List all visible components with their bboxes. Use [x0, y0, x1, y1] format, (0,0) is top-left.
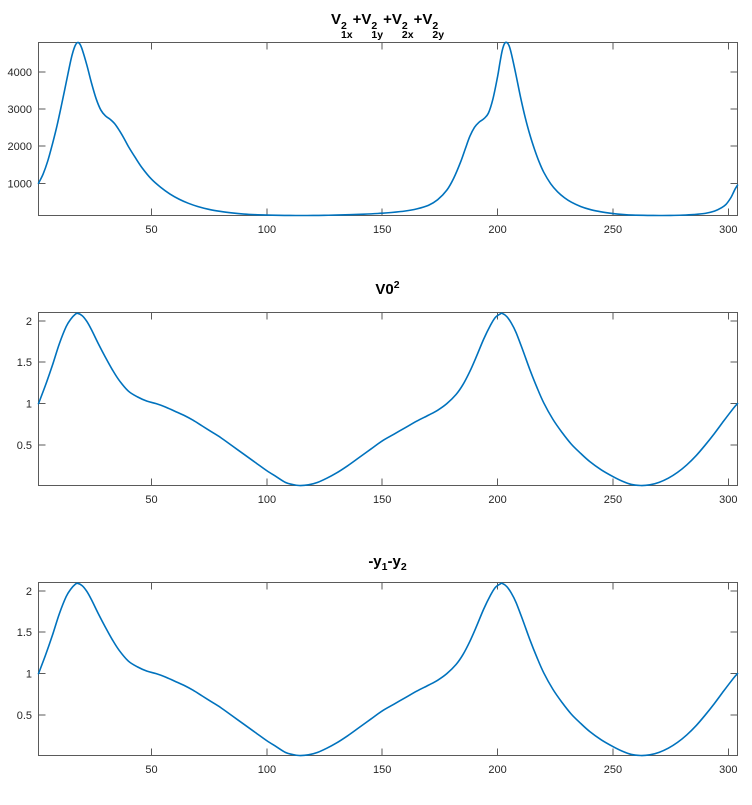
- y-tick-label: 1: [26, 669, 32, 681]
- title-supsub: 2 1x: [340, 20, 353, 41]
- x-tick-label: 250: [604, 494, 622, 506]
- y-tick-label: 0.5: [17, 440, 32, 452]
- series-line: [37, 582, 739, 757]
- subplot-middle-title: V02: [375, 279, 400, 298]
- x-tick-label: 200: [488, 764, 506, 776]
- y-tick-label: 0.5: [17, 710, 32, 722]
- x-tick-label: 150: [373, 764, 391, 776]
- x-tick-label: 50: [145, 224, 157, 236]
- plot-box: [38, 582, 738, 756]
- subplot-top-title: V 2 1x +V 2 1y +V 2 2x +V 2 2y: [330, 11, 445, 41]
- y-tick-label: 1: [26, 399, 32, 411]
- title-supsub: 2 2x: [401, 20, 414, 41]
- series-line: [37, 41, 739, 217]
- x-tick-label: 100: [258, 224, 276, 236]
- y-tick-label: 1000: [8, 178, 32, 190]
- x-tick-label: 250: [604, 224, 622, 236]
- x-tick-label: 150: [373, 494, 391, 506]
- x-tick-label: 100: [258, 494, 276, 506]
- title-supsub: 2 1y: [371, 20, 384, 41]
- y-tick-label: 2000: [8, 141, 32, 153]
- x-tick-label: 50: [145, 494, 157, 506]
- y-tick-label: 2: [26, 586, 32, 598]
- subplot-bottom-plot: 50 100 150 200 250 300 0.5 1 1.5 2: [17, 582, 739, 776]
- x-tick-label: 200: [488, 494, 506, 506]
- y-tick-label: 1.5: [17, 357, 32, 369]
- x-tick-label: 100: [258, 764, 276, 776]
- plot-box: [38, 312, 738, 486]
- series-line: [37, 312, 739, 487]
- x-tick-label: 300: [719, 224, 737, 236]
- subplot-bottom-title: -y1-y2: [368, 553, 407, 573]
- x-tick-label: 150: [373, 224, 391, 236]
- y-tick-label: 1.5: [17, 627, 32, 639]
- x-tick-label: 300: [719, 764, 737, 776]
- x-tick-label: 200: [488, 224, 506, 236]
- subplot-middle-plot: 50 100 150 200 250 300 0.5 1 1.5 2: [17, 312, 739, 506]
- subplot-top-plot: 50 100 150 200 250 300 1000 2000 3000 4000: [8, 41, 739, 236]
- y-tick-label: 3000: [8, 104, 32, 116]
- x-tick-label: 50: [145, 764, 157, 776]
- y-tick-label: 4000: [8, 67, 32, 79]
- x-tick-label: 300: [719, 494, 737, 506]
- y-tick-label: 2: [26, 316, 32, 328]
- x-tick-label: 250: [604, 764, 622, 776]
- plot-box: [38, 42, 738, 216]
- title-supsub: 2 2y: [432, 20, 445, 41]
